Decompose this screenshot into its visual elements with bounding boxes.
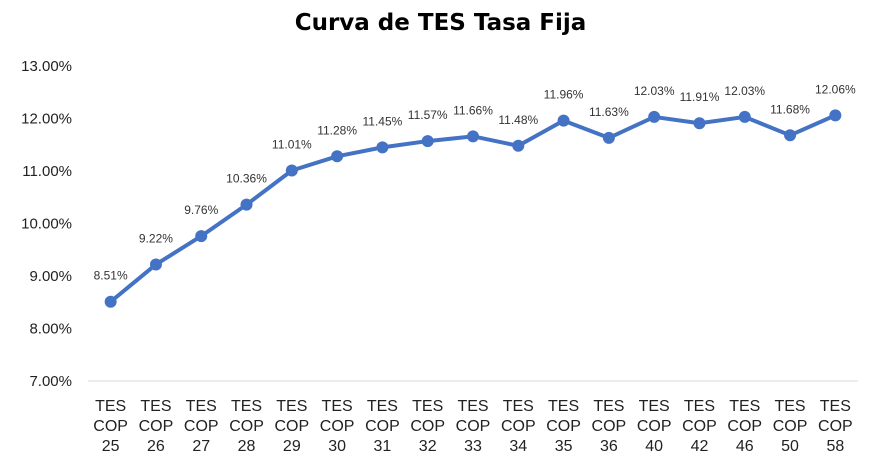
data-label: 11.57% xyxy=(408,108,448,122)
data-point xyxy=(693,117,706,130)
x-tick-label: TES xyxy=(231,398,262,415)
x-tick-label: TES xyxy=(503,398,534,415)
x-tick-label: COP xyxy=(93,418,128,435)
x-tick-label: 29 xyxy=(283,438,301,455)
x-tick-label: 30 xyxy=(328,438,346,455)
data-point xyxy=(602,131,615,144)
data-label: 8.51% xyxy=(94,269,128,283)
data-point xyxy=(467,130,479,143)
data-point xyxy=(240,198,253,211)
data-point xyxy=(738,110,751,123)
x-tick-label: COP xyxy=(229,418,264,435)
chart-title: Curva de TES Tasa Fija xyxy=(294,10,587,36)
x-tick-label: 28 xyxy=(238,438,256,455)
x-tick-label: COP xyxy=(320,418,355,435)
x-tick-label: TES xyxy=(774,398,805,415)
x-tick-label: COP xyxy=(365,418,400,435)
y-tick-label: 13.00% xyxy=(21,58,72,75)
x-tick-label: 58 xyxy=(826,438,844,455)
data-point xyxy=(557,114,570,127)
x-tick-label: 36 xyxy=(600,438,618,455)
data-label: 11.68% xyxy=(770,102,810,116)
x-tick-label: 32 xyxy=(419,438,437,455)
y-tick-label: 9.00% xyxy=(29,268,72,285)
x-tick-label: COP xyxy=(546,418,581,435)
series-line xyxy=(108,113,838,304)
x-tick-label: 42 xyxy=(691,438,709,455)
data-point xyxy=(784,129,797,142)
x-tick-label: 27 xyxy=(192,438,210,455)
data-label: 11.45% xyxy=(363,114,403,128)
x-tick-label: TES xyxy=(322,398,353,415)
data-point xyxy=(195,230,208,243)
data-label: 12.06% xyxy=(815,82,856,96)
data-label: 9.22% xyxy=(139,231,173,245)
data-point xyxy=(512,139,525,152)
data-label: 11.28% xyxy=(317,123,357,137)
x-tick-label: TES xyxy=(457,398,488,415)
x-tick-label: 31 xyxy=(374,438,392,455)
x-tick-label: 26 xyxy=(147,438,165,455)
y-tick-label: 11.00% xyxy=(22,163,72,180)
y-tick-label: 12.00% xyxy=(21,111,72,128)
x-tick-label: TES xyxy=(548,398,579,415)
x-tick-label: COP xyxy=(818,418,853,435)
x-tick-label: 34 xyxy=(509,438,527,455)
y-tick-label: 10.00% xyxy=(21,216,72,233)
x-tick-label: TES xyxy=(593,398,624,415)
x-tick-label: TES xyxy=(729,398,760,415)
x-tick-label: TES xyxy=(140,398,171,415)
x-tick-label: COP xyxy=(637,418,672,435)
x-tick-label: COP xyxy=(727,418,762,435)
x-tick-label: TES xyxy=(95,398,126,415)
data-label: 11.96% xyxy=(544,88,584,102)
data-label: 11.01% xyxy=(272,137,312,151)
x-tick-label: COP xyxy=(773,418,808,435)
data-point xyxy=(376,141,389,154)
x-tick-label: COP xyxy=(456,418,491,435)
y-tick-label: 7.00% xyxy=(29,373,72,390)
data-point xyxy=(648,110,661,123)
x-tick-label: TES xyxy=(412,398,443,415)
x-tick-label: 40 xyxy=(645,438,663,455)
x-tick-label: COP xyxy=(184,418,219,435)
x-tick-label: 50 xyxy=(781,438,799,455)
data-label: 12.03% xyxy=(724,84,765,98)
x-tick-label: 35 xyxy=(555,438,573,455)
data-label: 11.48% xyxy=(498,113,538,127)
x-tick-label: TES xyxy=(186,398,217,415)
x-tick-label: TES xyxy=(820,398,851,415)
data-label: 12.03% xyxy=(634,84,675,98)
x-tick-label: COP xyxy=(501,418,536,435)
data-point xyxy=(149,258,162,271)
x-tick-label: COP xyxy=(682,418,717,435)
data-label: 10.36% xyxy=(226,172,267,186)
y-tick-label: 8.00% xyxy=(29,321,72,338)
data-point xyxy=(285,164,298,177)
x-tick-label: TES xyxy=(639,398,670,415)
x-tick-label: TES xyxy=(367,398,398,415)
x-tick-label: COP xyxy=(410,418,445,435)
data-label: 11.66% xyxy=(453,103,493,117)
data-point xyxy=(331,150,344,163)
x-tick-label: TES xyxy=(276,398,307,415)
data-point xyxy=(104,295,117,308)
data-label: 11.63% xyxy=(589,105,629,119)
data-label: 11.91% xyxy=(680,90,720,104)
x-tick-label: 46 xyxy=(736,438,754,455)
x-tick-label: COP xyxy=(274,418,309,435)
x-tick-label: COP xyxy=(592,418,627,435)
data-point xyxy=(829,109,842,122)
x-tick-label: 25 xyxy=(102,438,120,455)
data-point xyxy=(421,135,434,148)
x-tick-label: 33 xyxy=(464,438,482,455)
x-tick-label: COP xyxy=(139,418,174,435)
x-tick-label: TES xyxy=(684,398,715,415)
data-label: 9.76% xyxy=(184,203,218,217)
